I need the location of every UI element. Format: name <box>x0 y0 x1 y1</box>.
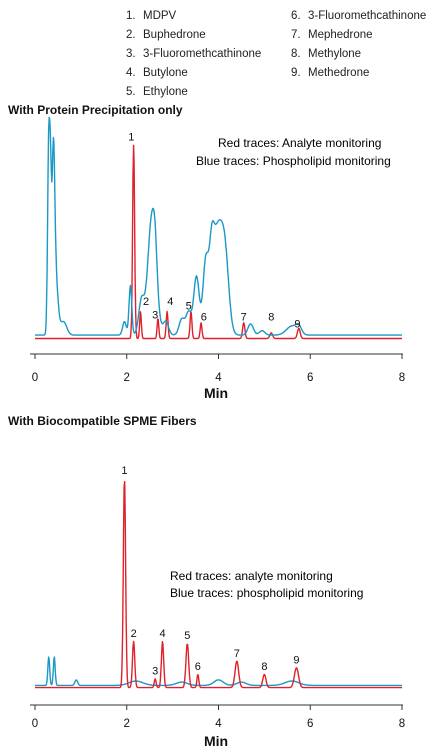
peak-number-label: 6 <box>201 312 207 324</box>
peak-number-label: 1 <box>121 465 127 477</box>
legend-item-name: Methedrone <box>308 67 369 79</box>
x-tick-label: 6 <box>307 718 313 730</box>
legend-item-name: Mephedrone <box>308 29 373 41</box>
peak-number-label: 5 <box>186 300 192 312</box>
annotation-blue-traces: Blue traces: phospholipid monitoring <box>170 586 363 600</box>
x-tick-label: 2 <box>124 718 130 730</box>
peak-number-label: 2 <box>143 296 149 308</box>
peak-number-label: 7 <box>241 312 247 324</box>
blue-trace-line <box>34 116 403 336</box>
x-axis-label: Min <box>204 385 228 401</box>
x-tick-label: 0 <box>32 718 38 730</box>
legend-item-name: Butylone <box>143 67 188 79</box>
x-tick-label: 8 <box>399 372 405 384</box>
annotation-red-traces: Red traces: analyte monitoring <box>170 569 333 583</box>
panel-protein-precipitation: With Protein Precipitation only Red trac… <box>8 103 405 401</box>
legend-item-num: 2. <box>126 29 136 41</box>
peak-number-label: 7 <box>234 648 240 660</box>
peak-number-label: 3 <box>152 665 158 677</box>
legend-item-num: 4. <box>126 67 136 79</box>
x-tick-label: 2 <box>124 372 130 384</box>
legend-item-name: 3-Fluoromethcathinone <box>143 48 261 60</box>
peak-number-label: 2 <box>131 628 137 640</box>
peak-number-label: 9 <box>293 654 299 666</box>
trace-layer <box>34 116 403 340</box>
panel-title: With Biocompatible SPME Fibers <box>8 414 197 428</box>
peak-labels: 1 2 3 4 5 6 7 8 9 <box>121 465 299 677</box>
peak-number-label: 9 <box>294 318 300 330</box>
legend-item-name: Buphedrone <box>143 29 206 41</box>
legend-item-num: 3. <box>126 48 136 60</box>
legend-item-num: 8. <box>291 48 301 60</box>
panel-biocompatible-spme: With Biocompatible SPME Fibers Red trace… <box>8 414 405 749</box>
x-tick-label: 6 <box>307 372 313 384</box>
red-trace-line <box>34 144 403 340</box>
peak-number-label: 1 <box>128 132 134 144</box>
panel-title: With Protein Precipitation only <box>8 103 183 117</box>
legend-item-name: Ethylone <box>143 86 188 98</box>
legend-item-name: 3-Fluoromethcathinone <box>308 10 426 22</box>
trace-layer <box>34 480 403 689</box>
peak-number-label: 3 <box>152 309 158 321</box>
x-tick-label: 4 <box>215 718 222 730</box>
annotation-blue-traces: Blue traces: Phospholipid monitoring <box>196 154 391 168</box>
peak-number-label: 4 <box>167 296 173 308</box>
x-axis-label: Min <box>204 733 228 749</box>
x-axis-ticks: 0 2 4 6 8 <box>32 354 405 384</box>
legend-item-num: 6. <box>291 10 301 22</box>
red-trace-line <box>34 480 403 689</box>
legend-item-num: 9. <box>291 67 301 79</box>
x-tick-label: 0 <box>32 372 38 384</box>
peak-number-label: 5 <box>184 630 190 642</box>
compound-legend: 1. MDPV 2. Buphedrone 3. 3-Fluoromethcat… <box>126 10 426 98</box>
x-axis-ticks: 0 2 4 6 8 <box>32 705 405 730</box>
peak-number-label: 4 <box>159 628 165 640</box>
legend-item-num: 1. <box>126 10 136 22</box>
annotation-red-traces: Red traces: Analyte monitoring <box>218 136 381 150</box>
peak-number-label: 6 <box>195 661 201 673</box>
legend-left-column: 1. MDPV 2. Buphedrone 3. 3-Fluoromethcat… <box>126 10 261 98</box>
blue-trace-line <box>34 656 403 687</box>
x-tick-label: 4 <box>215 372 222 384</box>
peak-number-label: 8 <box>268 312 274 324</box>
peak-number-label: 8 <box>261 661 267 673</box>
legend-item-num: 7. <box>291 29 301 41</box>
legend-item-name: Methylone <box>308 48 361 60</box>
x-tick-label: 8 <box>399 718 405 730</box>
legend-right-column: 6. 3-Fluoromethcathinone 7. Mephedrone 8… <box>291 10 426 79</box>
peak-labels: 1 234 56 7 8 9 <box>128 132 300 331</box>
legend-item-num: 5. <box>126 86 136 98</box>
legend-item-name: MDPV <box>143 10 177 22</box>
